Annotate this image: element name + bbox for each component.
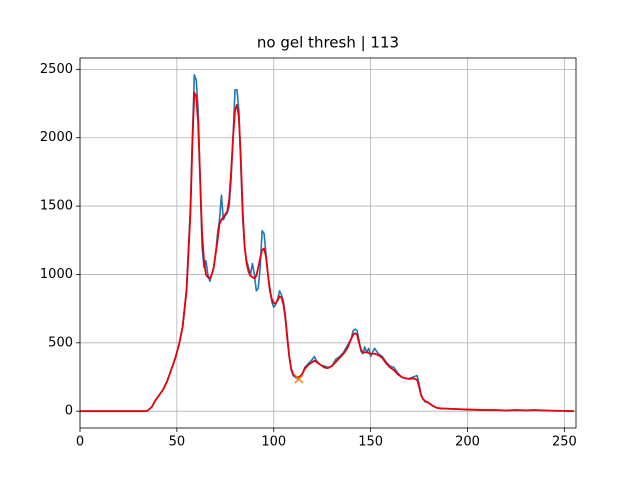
x-tick-label: 200 — [455, 435, 480, 450]
series-line — [80, 74, 575, 412]
x-tick-label: 250 — [552, 435, 577, 450]
y-tick-label: 2500 — [40, 62, 73, 77]
threshold-marker — [294, 374, 304, 384]
x-tick-label: 0 — [76, 435, 84, 450]
plot-frame — [79, 57, 577, 429]
y-tick-label: 2000 — [40, 130, 73, 145]
chart-title: no gel thresh | 113 — [257, 34, 399, 52]
series-line — [80, 91, 575, 413]
y-tick-label: 1000 — [40, 267, 73, 282]
x-tick-label: 50 — [169, 435, 186, 450]
y-tick-label: 0 — [65, 404, 73, 419]
x-tick-label: 100 — [261, 435, 286, 450]
x-tick-label: 150 — [358, 435, 383, 450]
y-tick-label: 1500 — [40, 199, 73, 214]
y-tick-label: 500 — [48, 335, 73, 350]
